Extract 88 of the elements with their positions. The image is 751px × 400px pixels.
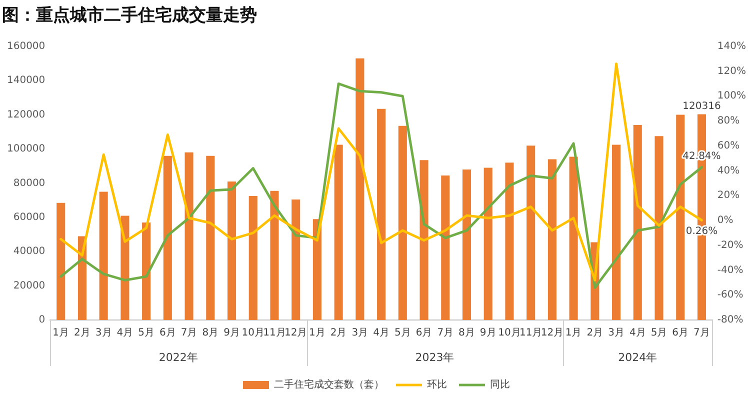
x-tick-label: 1月 bbox=[309, 328, 326, 339]
x-tick-label: 2月 bbox=[330, 328, 347, 339]
bar bbox=[292, 199, 300, 320]
x-tick-label: 5月 bbox=[650, 328, 668, 339]
bar bbox=[142, 222, 151, 320]
x-tick-label: 11月 bbox=[263, 328, 286, 339]
x-tick-label: 3月 bbox=[95, 328, 112, 339]
y2-tick-label: 100% bbox=[717, 90, 746, 102]
x-tick-label: 7月 bbox=[694, 328, 710, 339]
x-tick-label: 1月 bbox=[565, 328, 582, 339]
y2-tick-label: 80% bbox=[717, 116, 740, 127]
bar bbox=[398, 126, 407, 320]
x-tick-label: 10月 bbox=[498, 328, 521, 339]
legend-label: 二手住宅成交套数（套） bbox=[274, 378, 384, 391]
bar bbox=[526, 146, 536, 320]
y2-tick-label: 120% bbox=[717, 66, 746, 77]
bar bbox=[270, 190, 279, 320]
x-tick-label: 2月 bbox=[586, 328, 604, 339]
y2-tick-label: -60% bbox=[717, 290, 744, 301]
y-tick-label: 120000 bbox=[6, 109, 46, 120]
x-tick-label: 4月 bbox=[116, 328, 134, 339]
bar bbox=[356, 58, 364, 320]
bar bbox=[120, 216, 130, 320]
bar bbox=[334, 144, 343, 320]
x-tick-label: 1月 bbox=[52, 328, 70, 339]
x-tick-label: 5月 bbox=[394, 328, 411, 339]
x-tick-label: 3月 bbox=[608, 328, 624, 339]
y2-tick-label: -20% bbox=[717, 240, 744, 251]
x-tick-label: 8月 bbox=[458, 328, 475, 339]
bar bbox=[654, 136, 664, 320]
bar bbox=[206, 156, 215, 320]
x-tick-label: 8月 bbox=[202, 328, 219, 339]
bar bbox=[676, 114, 685, 320]
text: 2023年 bbox=[415, 350, 454, 364]
x-tick-label: 4月 bbox=[373, 328, 390, 339]
x-tick-label: 6月 bbox=[159, 328, 176, 339]
bar bbox=[612, 144, 621, 320]
y-tick-label: 20000 bbox=[13, 280, 46, 292]
y-tick-label: 0 bbox=[38, 314, 46, 326]
bar bbox=[548, 159, 556, 320]
y-tick-label: 60000 bbox=[13, 212, 46, 223]
x-tick-label: 11月 bbox=[519, 328, 542, 339]
bar bbox=[633, 125, 642, 320]
text: 2022年 bbox=[158, 350, 198, 364]
x-tick-label: 12月 bbox=[540, 328, 564, 339]
x-tick-label: 9月 bbox=[224, 328, 240, 339]
x-tick-label: 12月 bbox=[284, 328, 308, 339]
y-tick-label: 140000 bbox=[6, 75, 46, 86]
x-tick-label: 6月 bbox=[416, 328, 432, 339]
y-tick-label: 80000 bbox=[13, 178, 46, 189]
bar bbox=[184, 152, 194, 320]
bar bbox=[462, 170, 472, 320]
bar bbox=[441, 176, 450, 320]
bar bbox=[377, 108, 386, 320]
legend-label: 环比 bbox=[427, 378, 447, 391]
bar bbox=[56, 202, 66, 320]
x-tick-label: 5月 bbox=[138, 328, 154, 339]
bar bbox=[420, 160, 428, 320]
y-tick-label: 40000 bbox=[13, 246, 46, 258]
bar bbox=[312, 219, 322, 320]
text: 2024年 bbox=[618, 350, 658, 364]
y2-tick-label: 20% bbox=[717, 190, 740, 202]
y2-tick-label: 40% bbox=[717, 165, 740, 176]
x-tick-label: 7月 bbox=[180, 328, 198, 339]
y2-tick-label: -80% bbox=[717, 314, 744, 326]
x-tick-label: 10月 bbox=[242, 328, 264, 339]
y2-tick-label: 0% bbox=[717, 215, 734, 226]
data-label: 120316 bbox=[682, 100, 721, 112]
x-tick-label: 7月 bbox=[437, 328, 454, 339]
chart-title: 图：重点城市二手住宅成交量走势 bbox=[2, 6, 257, 26]
x-tick-label: 3月 bbox=[352, 328, 368, 339]
bar bbox=[569, 156, 578, 320]
y-tick-label: 100000 bbox=[6, 144, 46, 155]
x-tick-label: 6月 bbox=[672, 328, 689, 339]
bar bbox=[505, 162, 514, 320]
y-tick-label: 160000 bbox=[6, 40, 46, 52]
x-tick-label: 2月 bbox=[74, 328, 90, 339]
bar bbox=[484, 168, 492, 320]
bar bbox=[163, 156, 172, 320]
x-tick-label: 4月 bbox=[629, 328, 646, 339]
bar bbox=[99, 192, 108, 320]
bar bbox=[227, 181, 236, 320]
x-tick-label: 9月 bbox=[480, 328, 496, 339]
y2-tick-label: -40% bbox=[717, 264, 744, 276]
y2-tick-label: 60% bbox=[717, 140, 740, 152]
legend-label: 同比 bbox=[490, 378, 510, 391]
bar bbox=[248, 196, 258, 320]
y2-tick-label: 140% bbox=[717, 40, 746, 52]
